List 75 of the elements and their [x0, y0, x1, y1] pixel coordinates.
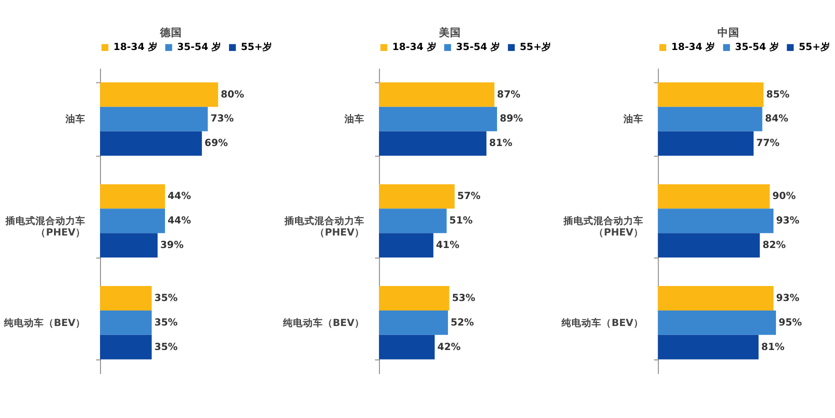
- y-tick-label: 油车: [343, 113, 364, 126]
- bar: [658, 310, 776, 335]
- chart-title: 德国: [158, 26, 182, 40]
- bar: [658, 131, 754, 156]
- chart-title: 美国: [438, 26, 461, 40]
- bar: [100, 334, 152, 360]
- data-label: 77%: [756, 138, 780, 150]
- data-label: 85%: [766, 89, 790, 100]
- bar: [378, 310, 448, 335]
- data-label: 39%: [160, 240, 184, 251]
- data-label: 93%: [776, 216, 800, 227]
- bar: [658, 106, 762, 132]
- data-label: 81%: [489, 138, 513, 150]
- y-tick-label: 油车: [64, 113, 86, 126]
- bar: [658, 208, 774, 234]
- y-tick-label: 油车: [622, 113, 644, 126]
- data-label: 35%: [154, 317, 178, 328]
- legend-label: 18-34 岁: [671, 41, 716, 54]
- y-tick-label: 插电式混合动力车（PHEV）: [283, 214, 364, 238]
- bar: [100, 286, 152, 310]
- data-label: 35%: [154, 292, 178, 304]
- y-tick-label: 插电式混合动力车（PHEV）: [4, 214, 86, 238]
- data-label: 44%: [168, 191, 192, 202]
- data-label: 69%: [204, 138, 228, 150]
- legend-label: 35-54 岁: [177, 41, 222, 54]
- bar: [378, 82, 494, 107]
- y-tick-label: 纯电动车（BEV）: [282, 316, 364, 329]
- bar: [100, 82, 218, 107]
- bar: [378, 131, 486, 156]
- legend-label: 35-54 岁: [734, 41, 780, 54]
- data-label: 89%: [500, 114, 524, 125]
- data-label: 95%: [778, 317, 802, 328]
- bar: [378, 233, 434, 258]
- bar: [658, 233, 760, 258]
- y-tick-label: 纯电动车（BEV）: [560, 316, 644, 329]
- chart-title: 中国: [718, 26, 740, 40]
- bar: [378, 106, 498, 132]
- bar: [100, 208, 165, 234]
- y-tick-label: 插电式混合动力车（PHEV）: [562, 214, 644, 238]
- data-label: 82%: [762, 240, 786, 251]
- bar: [100, 233, 158, 258]
- bar: [378, 184, 455, 209]
- data-label: 81%: [761, 342, 785, 353]
- legend-label: 55+岁: [520, 41, 552, 54]
- bar: [100, 184, 165, 209]
- data-label: 93%: [776, 292, 800, 304]
- legend-label: 18-34 岁: [392, 41, 437, 54]
- legend-label: 35-54 岁: [456, 41, 501, 54]
- bar: [378, 208, 447, 234]
- bar: [378, 334, 435, 360]
- bar: [658, 184, 770, 209]
- data-label: 53%: [452, 292, 476, 304]
- data-label: 90%: [772, 191, 796, 202]
- data-label: 84%: [764, 114, 788, 125]
- data-label: 87%: [497, 89, 521, 100]
- data-label: 52%: [450, 317, 474, 328]
- data-label: 51%: [449, 216, 473, 227]
- data-label: 35%: [154, 342, 178, 353]
- legend-label: 55+岁: [240, 41, 273, 54]
- data-label: 73%: [210, 114, 234, 125]
- data-label: 44%: [168, 216, 192, 227]
- legend-label: 55+岁: [798, 41, 830, 54]
- bar: [658, 82, 764, 107]
- bar: [378, 286, 450, 310]
- legend-label: 18-34 岁: [113, 41, 158, 54]
- bar: [100, 106, 208, 132]
- bar: [658, 286, 774, 310]
- y-tick-label: 纯电动车（BEV）: [2, 316, 86, 329]
- bar: [658, 334, 759, 360]
- bar: [100, 131, 202, 156]
- bar: [100, 310, 152, 335]
- data-label: 41%: [436, 240, 460, 251]
- data-label: 80%: [220, 89, 244, 100]
- data-label: 57%: [457, 191, 481, 202]
- data-label: 42%: [437, 342, 461, 353]
